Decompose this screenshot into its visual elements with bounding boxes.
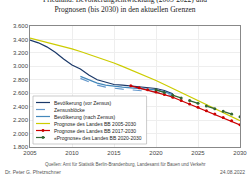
svg-text:2.400: 2.400 [13,104,29,110]
svg-text:Prognose des Landes BB 2017-20: Prognose des Landes BB 2017-2030 [54,128,136,134]
svg-text:Zensusblöcke: Zensusblöcke [54,107,85,113]
svg-text:2015: 2015 [107,150,121,156]
svg-text:2.200: 2.200 [13,117,29,123]
svg-text:2005: 2005 [23,150,37,156]
svg-text:3.600: 3.600 [13,23,29,29]
svg-text:Dr. Peter G. Pfretzschner: Dr. Peter G. Pfretzschner [5,169,61,175]
svg-text:1.800: 1.800 [13,144,29,150]
svg-text:2020: 2020 [149,150,163,156]
svg-text:24.08.2022: 24.08.2022 [220,169,245,175]
svg-text:2.600: 2.600 [13,90,29,96]
svg-text:2025: 2025 [191,150,205,156]
svg-text:3.200: 3.200 [13,50,29,56]
svg-text:Quellen: Amt für Statistik Ber: Quellen: Amt für Statistik Berlin-Brande… [45,162,206,167]
svg-text:2030: 2030 [233,150,247,156]
svg-text:Bevölkerung (vor Zensus): Bevölkerung (vor Zensus) [54,100,112,106]
svg-text:2.800: 2.800 [13,77,29,83]
svg-text:2010: 2010 [65,150,79,156]
svg-text:«Prognose» des Landes BB 2020-: «Prognose» des Landes BB 2020-2030 [54,135,142,141]
svg-text:Prognose des Landes BB 2005-20: Prognose des Landes BB 2005-2030 [54,121,136,127]
svg-text:3.000: 3.000 [13,63,29,69]
svg-text:2.000: 2.000 [13,131,29,137]
svg-text:3.400: 3.400 [13,37,29,43]
svg-text:Bevölkerung (nach Zensus): Bevölkerung (nach Zensus) [54,114,115,120]
svg-text:Friedland: Bevölkerungsentwick: Friedland: Bevölkerungsentwicklung (2005… [43,0,207,14]
